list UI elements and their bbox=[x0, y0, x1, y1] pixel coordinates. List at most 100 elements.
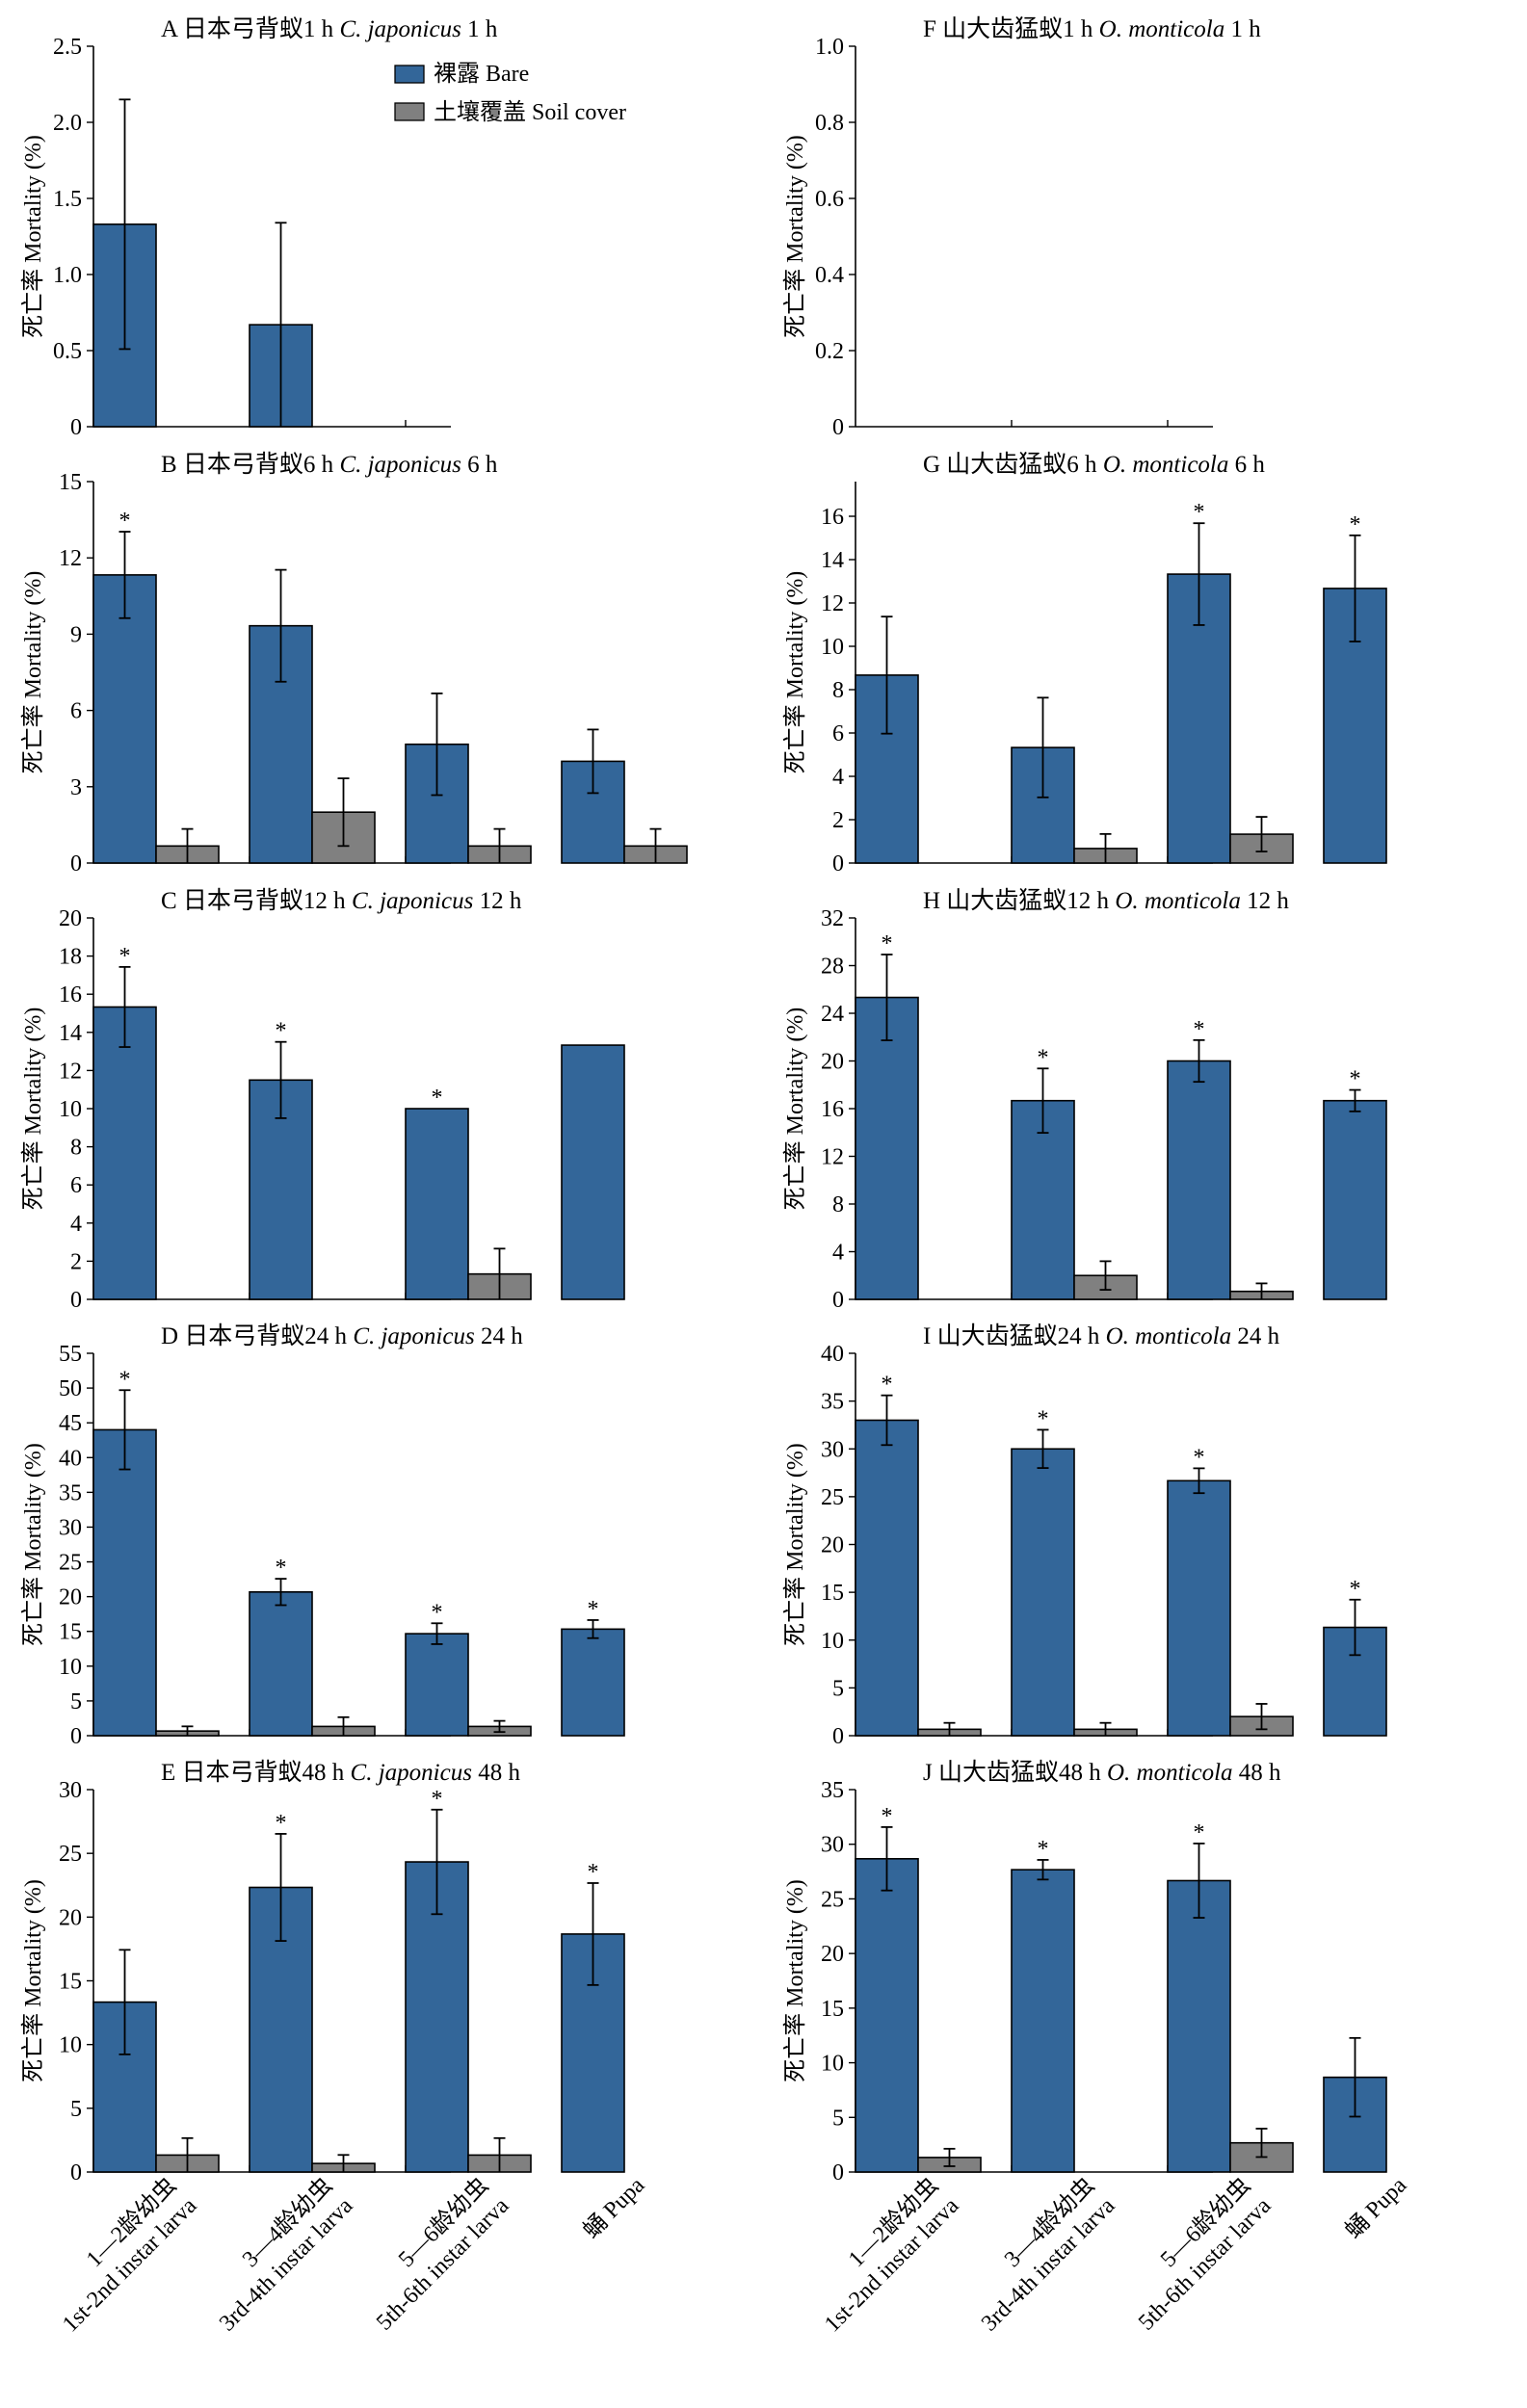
panel-title: E 日本弓背蚁48 h C. japonicus 48 h bbox=[161, 1759, 520, 1786]
y-tick-label: 2.5 bbox=[53, 35, 82, 60]
y-tick-label: 30 bbox=[59, 1778, 82, 1803]
bar-bare bbox=[561, 1628, 625, 1737]
y-tick-label: 12 bbox=[59, 1059, 82, 1084]
y-tick-label: 0 bbox=[70, 415, 82, 440]
x-category-zh: 蛹 Pupa bbox=[578, 2172, 649, 2243]
significance-marker: * bbox=[588, 1597, 599, 1622]
y-tick-label: 30 bbox=[821, 1833, 844, 1858]
bar-bare bbox=[92, 1006, 157, 1300]
panel-title-prefix: G 山大齿猛蚁6 h bbox=[923, 451, 1103, 478]
significance-marker: * bbox=[119, 509, 131, 534]
panel-title-species: C. japonicus bbox=[339, 16, 461, 42]
y-tick-label: 15 bbox=[821, 1581, 844, 1606]
panel-title-suffix: 24 h bbox=[1231, 1323, 1280, 1349]
y-tick-label: 15 bbox=[821, 1997, 844, 2022]
panel-J: J 山大齿猛蚁48 h O. monticola 48 h 死亡率 Mortali… bbox=[782, 1759, 1387, 2186]
bar-bare bbox=[92, 574, 157, 864]
bar-bare bbox=[855, 1858, 919, 2173]
y-tick-label: 15 bbox=[59, 470, 82, 495]
panel-title: H 山大齿猛蚁12 h O. monticola 12 h bbox=[923, 887, 1289, 914]
panel-title-species: O. monticola bbox=[1103, 452, 1229, 478]
y-tick-label: 50 bbox=[59, 1376, 82, 1401]
bar-bare bbox=[561, 1044, 625, 1300]
panel-title-suffix: 6 h bbox=[1228, 452, 1265, 478]
panel-title-species: O. monticola bbox=[1099, 16, 1225, 42]
significance-marker: * bbox=[1038, 1406, 1049, 1431]
significance-marker: * bbox=[882, 1373, 893, 1398]
y-tick-label: 5 bbox=[70, 2097, 82, 2122]
y-tick-label: 16 bbox=[821, 1097, 844, 1122]
bar-bare bbox=[1011, 1869, 1075, 2173]
y-tick-label: 6 bbox=[832, 721, 844, 746]
y-tick-label: 10 bbox=[59, 1097, 82, 1122]
y-tick-label: 10 bbox=[59, 2033, 82, 2058]
y-axis-label: 死亡率 Mortality (%) bbox=[20, 135, 46, 338]
legend-swatch-soil bbox=[394, 102, 425, 121]
y-tick-label: 15 bbox=[59, 1620, 82, 1645]
y-tick-label: 0 bbox=[70, 851, 82, 877]
y-axis-label: 死亡率 Mortality (%) bbox=[782, 135, 808, 338]
bar-bare bbox=[405, 1108, 469, 1300]
bar-bare bbox=[92, 2001, 157, 2173]
panel-title: G 山大齿猛蚁6 h O. monticola 6 h bbox=[923, 451, 1265, 478]
y-tick-label: 6 bbox=[70, 1173, 82, 1198]
y-tick-label: 35 bbox=[821, 1390, 844, 1415]
y-tick-label: 4 bbox=[832, 765, 844, 790]
y-tick-label: 28 bbox=[821, 955, 844, 980]
y-tick-label: 0 bbox=[832, 1288, 844, 1313]
y-tick-label: 3 bbox=[70, 775, 82, 800]
x-category-label: 蛹 Pupa bbox=[1340, 2172, 1411, 2243]
bar-bare bbox=[855, 1419, 919, 1737]
y-tick-label: 10 bbox=[59, 1655, 82, 1680]
y-tick-label: 10 bbox=[821, 635, 844, 660]
panel-title-species: O. monticola bbox=[1107, 1760, 1233, 1786]
bar-bare bbox=[92, 1428, 157, 1737]
panel-B: B 日本弓背蚁6 h C. japonicus 6 h 死亡率 Mortality… bbox=[20, 451, 688, 877]
y-tick-label: 12 bbox=[821, 1145, 844, 1170]
y-tick-label: 14 bbox=[59, 1021, 82, 1046]
bar-bare bbox=[249, 1591, 313, 1737]
y-tick-label: 0.2 bbox=[815, 339, 844, 364]
panel-title: J 山大齿猛蚁48 h O. monticola 48 h bbox=[923, 1759, 1281, 1786]
y-tick-label: 35 bbox=[59, 1480, 82, 1505]
significance-marker: * bbox=[1194, 1017, 1205, 1042]
y-axis-label: 死亡率 Mortality (%) bbox=[20, 571, 46, 774]
panel-title-prefix: C 日本弓背蚁12 h bbox=[161, 887, 352, 914]
y-tick-label: 8 bbox=[832, 1192, 844, 1217]
panel-title: C 日本弓背蚁12 h C. japonicus 12 h bbox=[161, 887, 522, 914]
panel-A: A 日本弓背蚁1 h C. japonicus 1 h 死亡率 Mortality… bbox=[20, 15, 498, 440]
y-tick-label: 32 bbox=[821, 906, 844, 931]
significance-marker: * bbox=[1194, 500, 1205, 525]
y-tick-label: 25 bbox=[821, 1485, 844, 1510]
y-tick-label: 16 bbox=[59, 982, 82, 1008]
x-category-label: 蛹 Pupa bbox=[578, 2172, 649, 2243]
panel-title: F 山大齿猛蚁1 h O. monticola 1 h bbox=[923, 15, 1261, 42]
panel-title-species: O. monticola bbox=[1115, 888, 1241, 914]
panel-title-species: C. japonicus bbox=[352, 888, 473, 914]
panel-title-prefix: B 日本弓背蚁6 h bbox=[161, 451, 339, 478]
y-axis-label: 死亡率 Mortality (%) bbox=[20, 1008, 46, 1211]
y-tick-label: 55 bbox=[59, 1342, 82, 1367]
y-tick-label: 6 bbox=[70, 699, 82, 724]
y-tick-label: 0 bbox=[70, 1288, 82, 1313]
significance-marker: * bbox=[276, 1556, 287, 1581]
significance-marker: * bbox=[432, 1787, 443, 1812]
panel-I: I 山大齿猛蚁24 h O. monticola 24 h 死亡率 Mortali… bbox=[782, 1322, 1387, 1749]
y-tick-label: 1.5 bbox=[53, 187, 82, 212]
panel-title: I 山大齿猛蚁24 h O. monticola 24 h bbox=[923, 1322, 1280, 1349]
y-tick-label: 20 bbox=[821, 1942, 844, 1967]
bar-bare bbox=[405, 1633, 469, 1737]
panel-title: B 日本弓背蚁6 h C. japonicus 6 h bbox=[161, 451, 498, 478]
significance-marker: * bbox=[1350, 1577, 1361, 1602]
y-tick-label: 0.5 bbox=[53, 339, 82, 364]
legend-swatch-bare bbox=[394, 65, 425, 84]
y-tick-label: 2 bbox=[832, 808, 844, 833]
legend-label-soil: 土壤覆盖 Soil cover bbox=[434, 99, 626, 125]
y-axis-label: 死亡率 Mortality (%) bbox=[782, 1443, 808, 1646]
y-tick-label: 1.0 bbox=[53, 263, 82, 288]
bar-bare bbox=[1167, 1479, 1231, 1737]
